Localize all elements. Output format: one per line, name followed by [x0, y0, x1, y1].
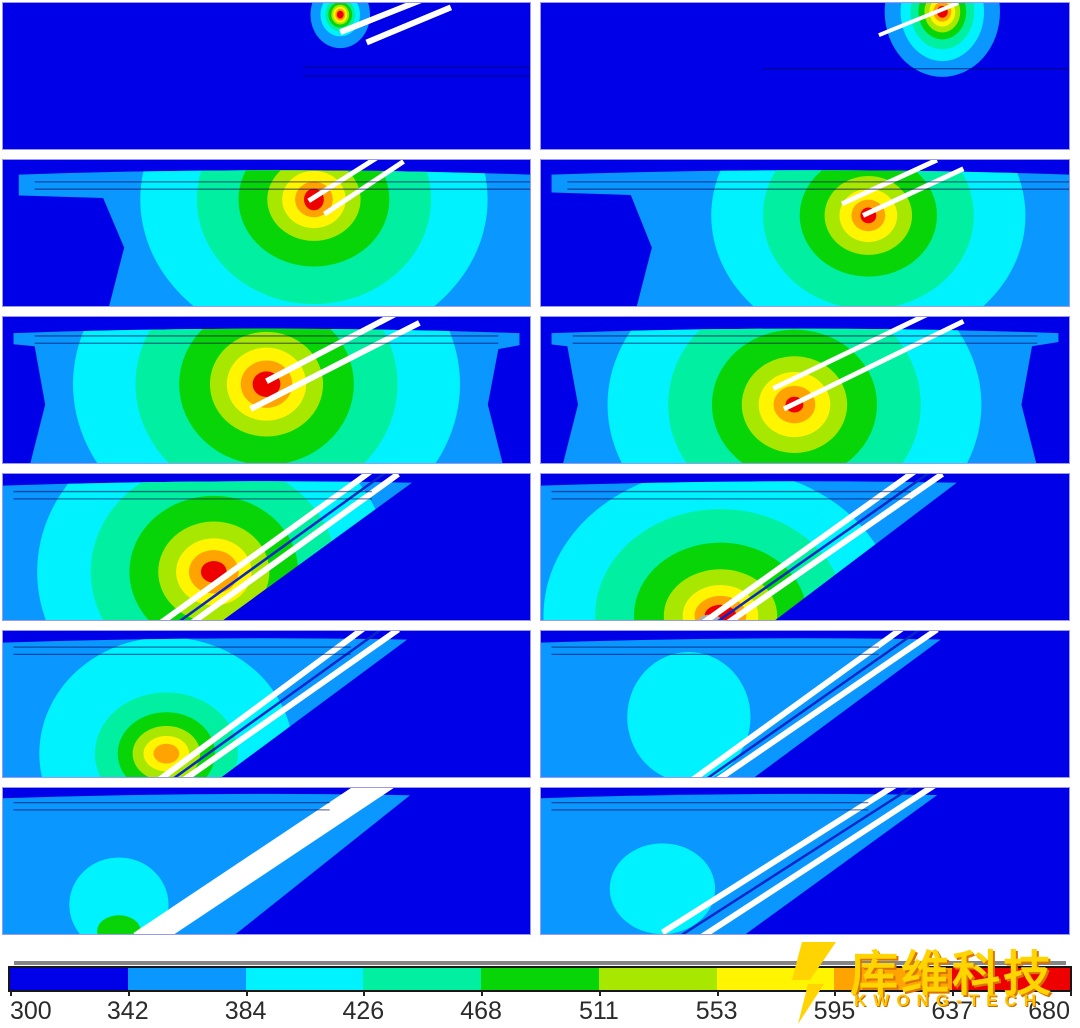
- colorbar-tick: [245, 991, 248, 996]
- colorbar-segment: [952, 968, 1071, 990]
- temperature-colorbar: 300 342 384 426 468 511 553 595 637 680: [8, 961, 1072, 1025]
- colorbar-tick: [834, 991, 837, 996]
- colorbar-tick-label: 468: [460, 997, 502, 1025]
- contour-panel-r1c2: [540, 2, 1070, 150]
- colorbar-tick-label: 637: [931, 997, 974, 1025]
- colorbar-tick: [127, 991, 130, 996]
- colorbar-tick-label: 300: [10, 997, 52, 1025]
- colorbar-segment: [363, 968, 482, 990]
- colorbar-tick-label: 384: [224, 997, 267, 1025]
- colorbar-tick: [598, 991, 601, 996]
- contour-panel-r2c1: [2, 159, 531, 307]
- contour-panel-r4c1: [2, 473, 531, 621]
- colorbar-tick: [10, 991, 12, 996]
- colorbar-tick: [716, 991, 719, 996]
- colorbar-segment: [716, 968, 835, 990]
- colorbar-segment: [245, 968, 364, 990]
- contour-grid: [2, 2, 1070, 935]
- colorbar-tick-label: 426: [342, 997, 385, 1025]
- colorbar-tick: [481, 991, 484, 996]
- contour-panel-r5c2: [540, 630, 1070, 778]
- contour-panel-r1c1: [2, 2, 531, 150]
- contour-panel-r3c2: [540, 316, 1070, 464]
- contour-panel-r6c2: [540, 787, 1070, 935]
- colorbar-segment: [481, 968, 599, 990]
- colorbar-tick: [1070, 991, 1072, 996]
- colorbar-tick-label: 342: [106, 997, 149, 1025]
- colorbar-segment: [10, 968, 128, 990]
- colorbar-top-shadow: [14, 961, 1066, 965]
- colorbar-segment: [834, 968, 953, 990]
- contour-panel-r3c1: [2, 316, 531, 464]
- colorbar-tick-label: 680: [1028, 997, 1070, 1025]
- colorbar-tick-label: 511: [578, 997, 619, 1025]
- colorbar-tick: [363, 991, 366, 996]
- contour-panel-r5c1: [2, 630, 531, 778]
- colorbar-segment: [127, 968, 246, 990]
- colorbar-tick-label: 553: [695, 997, 738, 1025]
- contour-panel-r2c2: [540, 159, 1070, 307]
- colorbar-tick-label: 595: [813, 997, 856, 1025]
- colorbar-segment: [598, 968, 717, 990]
- colorbar-tick: [952, 991, 955, 996]
- contour-panel-r6c1: [2, 787, 531, 935]
- colorbar-gradient: [8, 966, 1072, 992]
- contour-panel-r4c2: [540, 473, 1070, 621]
- colorbar-tick-labels: 300 342 384 426 468 511 553 595 637 680: [10, 991, 1072, 1025]
